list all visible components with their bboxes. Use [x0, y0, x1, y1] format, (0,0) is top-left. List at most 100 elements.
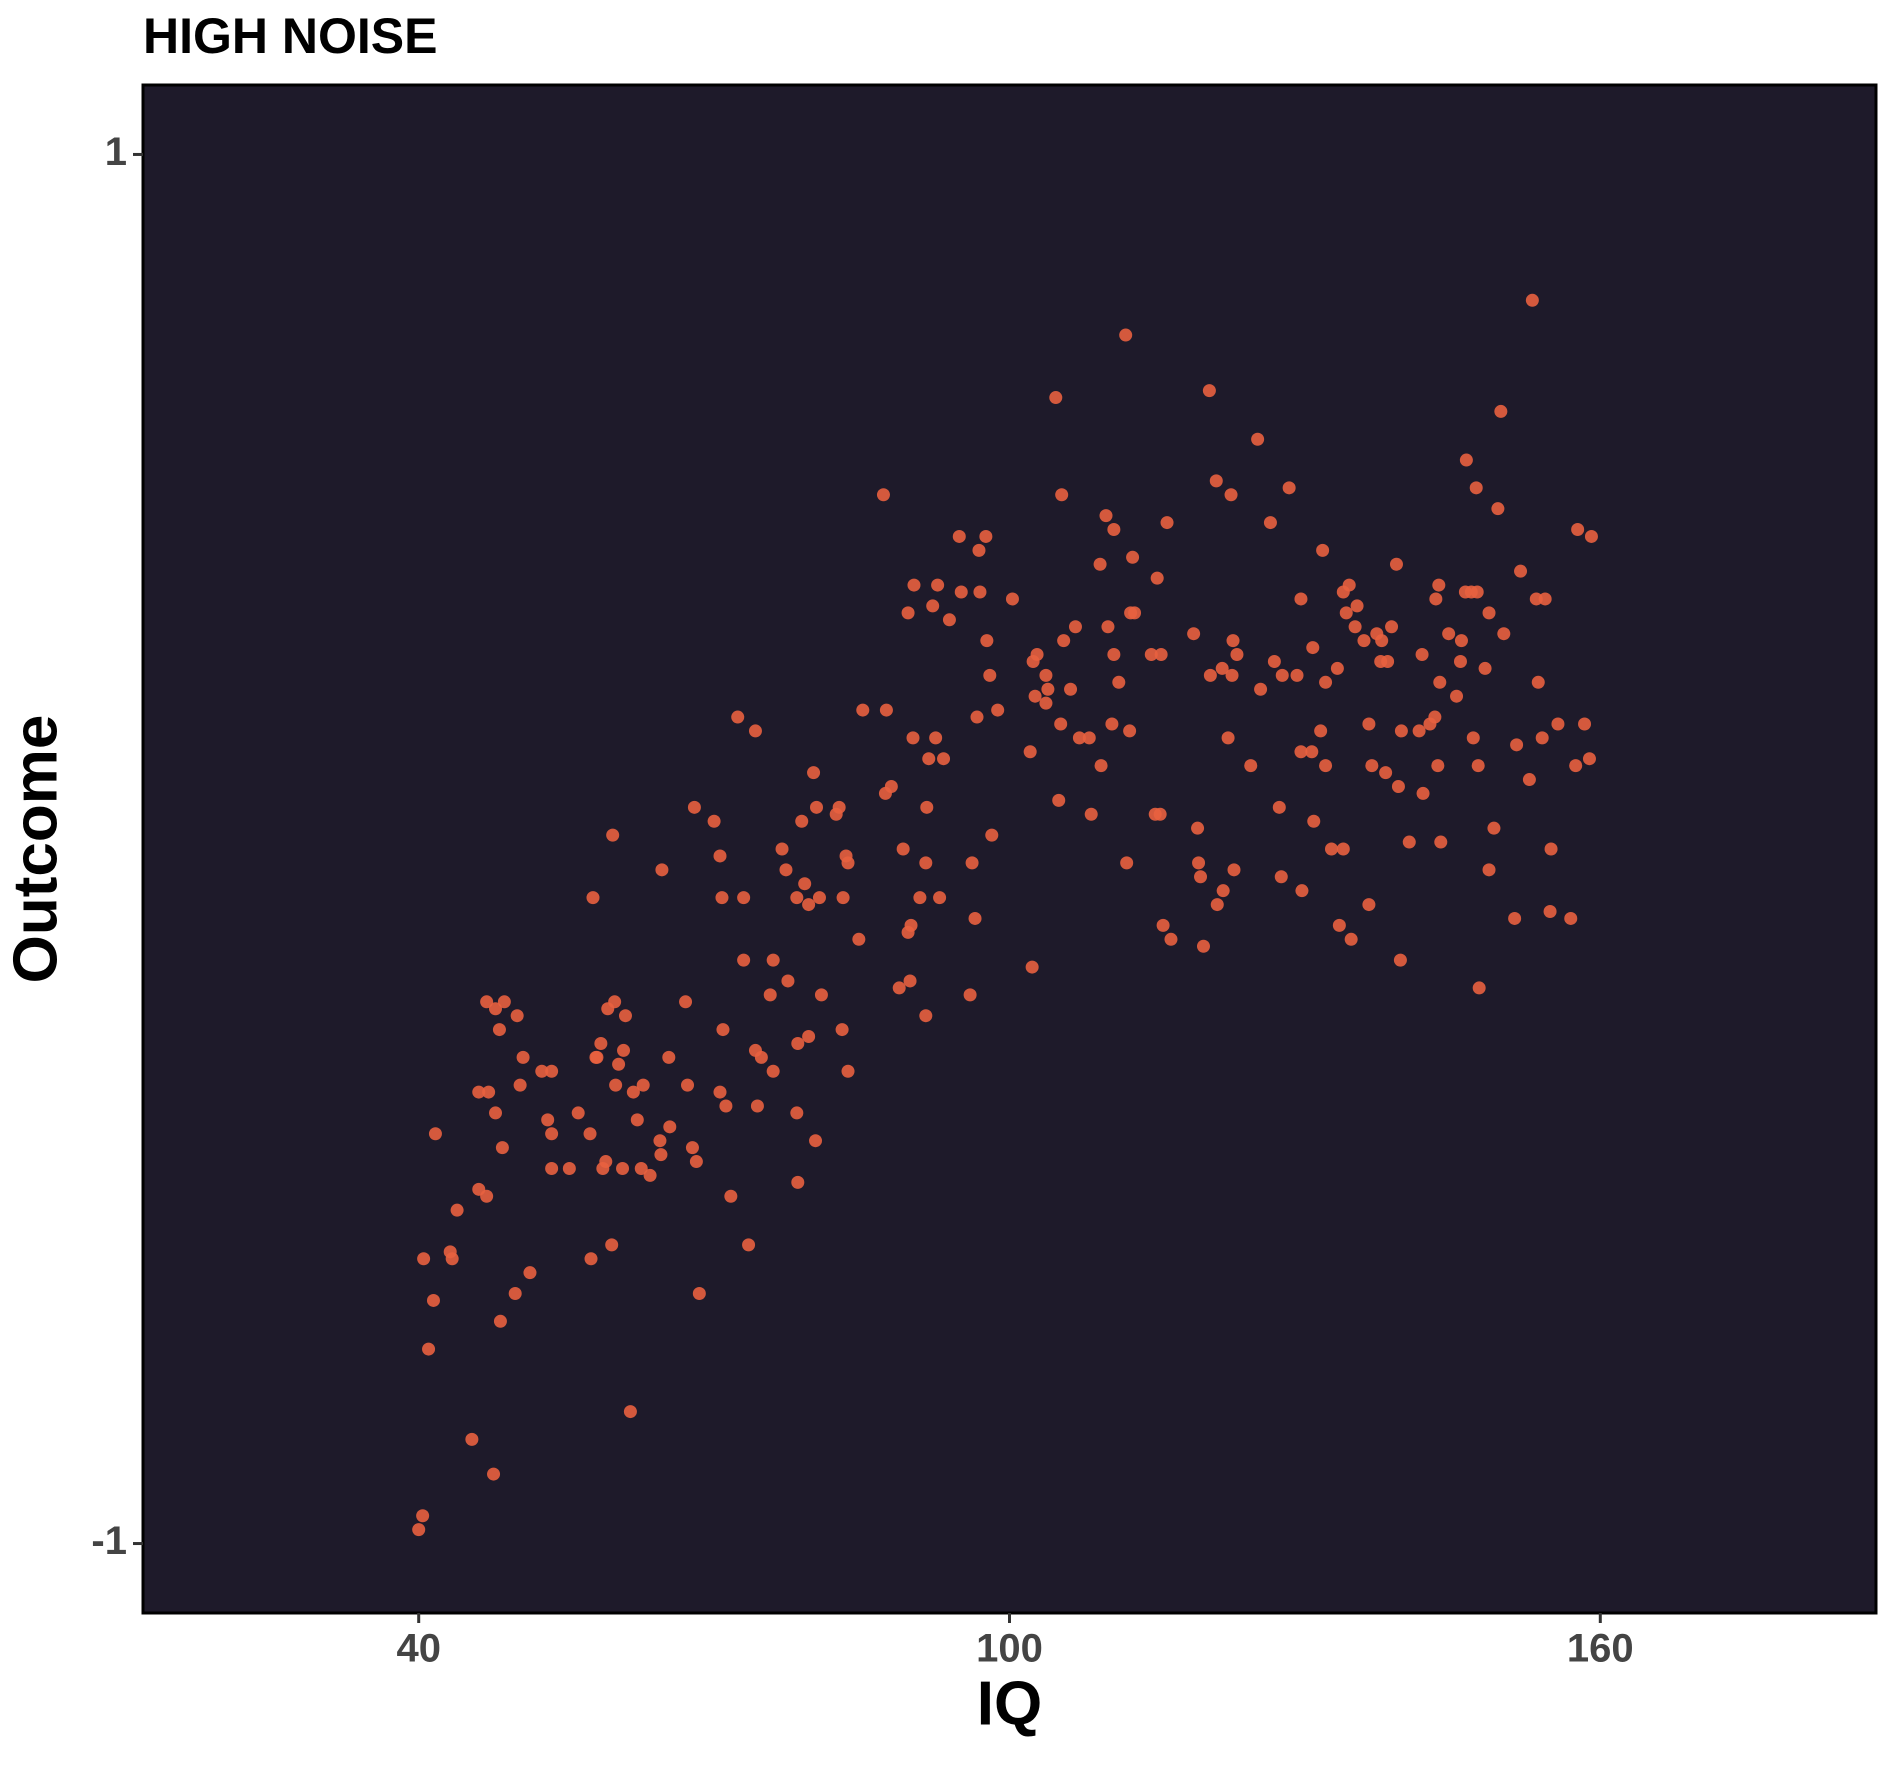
point — [972, 543, 986, 557]
point — [1429, 592, 1443, 606]
point — [1005, 592, 1019, 606]
point — [1305, 745, 1319, 759]
point — [1290, 668, 1304, 682]
point — [1267, 654, 1281, 668]
point — [1039, 696, 1053, 710]
point — [584, 1252, 598, 1266]
point — [1101, 620, 1115, 634]
point — [1450, 689, 1464, 703]
point — [979, 529, 993, 543]
point — [1514, 564, 1528, 578]
point — [1584, 529, 1598, 543]
point — [445, 1252, 459, 1266]
point — [594, 1036, 608, 1050]
point — [809, 1134, 823, 1148]
point — [985, 828, 999, 842]
point — [535, 1064, 549, 1078]
point — [1099, 509, 1113, 523]
y-axis-title: Outcome — [1, 715, 70, 984]
point — [545, 1064, 559, 1078]
point — [1375, 634, 1389, 648]
point — [1510, 738, 1524, 752]
point — [1224, 488, 1238, 502]
point — [750, 1099, 764, 1113]
point — [1094, 759, 1108, 773]
point — [489, 1106, 503, 1120]
point — [616, 1161, 630, 1175]
x-tick-label: 40 — [396, 1627, 441, 1671]
point — [1039, 668, 1053, 682]
point — [1192, 856, 1206, 870]
point — [1128, 606, 1142, 620]
point — [583, 1127, 597, 1141]
point — [685, 1141, 699, 1155]
point — [1564, 911, 1578, 925]
point — [1203, 668, 1217, 682]
point — [1084, 807, 1098, 821]
point — [1508, 911, 1522, 925]
point — [655, 863, 669, 877]
point — [1023, 745, 1037, 759]
point — [929, 731, 943, 745]
point — [942, 613, 956, 627]
point — [1428, 710, 1442, 724]
point — [1227, 863, 1241, 877]
point — [781, 974, 795, 988]
chart-title: HIGH NOISE — [143, 8, 437, 64]
point — [1454, 634, 1468, 648]
point — [963, 988, 977, 1002]
point — [493, 1314, 507, 1328]
point — [1365, 759, 1379, 773]
point — [1336, 842, 1350, 856]
point — [465, 1432, 479, 1446]
point — [1107, 523, 1121, 537]
point — [952, 529, 966, 543]
point — [1154, 648, 1168, 662]
point — [937, 752, 951, 766]
point — [1348, 620, 1362, 634]
point — [516, 1050, 530, 1064]
point — [1459, 453, 1473, 467]
point — [608, 995, 622, 1009]
point — [991, 703, 1005, 717]
point — [1306, 641, 1320, 655]
point — [1144, 648, 1158, 662]
point — [1432, 578, 1446, 592]
point — [1049, 391, 1063, 405]
point — [1030, 648, 1044, 662]
point — [1538, 592, 1552, 606]
point — [1105, 717, 1119, 731]
point — [606, 828, 620, 842]
point — [1393, 953, 1407, 967]
point — [1350, 599, 1364, 613]
point — [1093, 557, 1107, 571]
point — [1225, 668, 1239, 682]
point — [1126, 550, 1140, 564]
point — [1209, 474, 1223, 488]
point — [931, 578, 945, 592]
point — [1307, 814, 1321, 828]
point — [1442, 627, 1456, 641]
point — [802, 898, 816, 912]
point — [1153, 807, 1167, 821]
point — [904, 918, 918, 932]
point — [1319, 759, 1333, 773]
point — [1120, 856, 1134, 870]
point — [1385, 620, 1399, 634]
point — [609, 1078, 623, 1092]
point — [482, 1085, 496, 1099]
point — [907, 578, 921, 592]
point — [1319, 675, 1333, 689]
point — [754, 1050, 768, 1064]
point — [510, 1009, 524, 1023]
point — [1191, 821, 1205, 835]
x-axis-title: IQ — [977, 1669, 1042, 1738]
point — [1123, 724, 1137, 738]
point — [599, 1155, 613, 1169]
point — [1314, 724, 1328, 738]
point — [1294, 592, 1308, 606]
point — [903, 974, 917, 988]
point — [634, 1161, 648, 1175]
point — [586, 891, 600, 905]
point — [1412, 724, 1426, 738]
